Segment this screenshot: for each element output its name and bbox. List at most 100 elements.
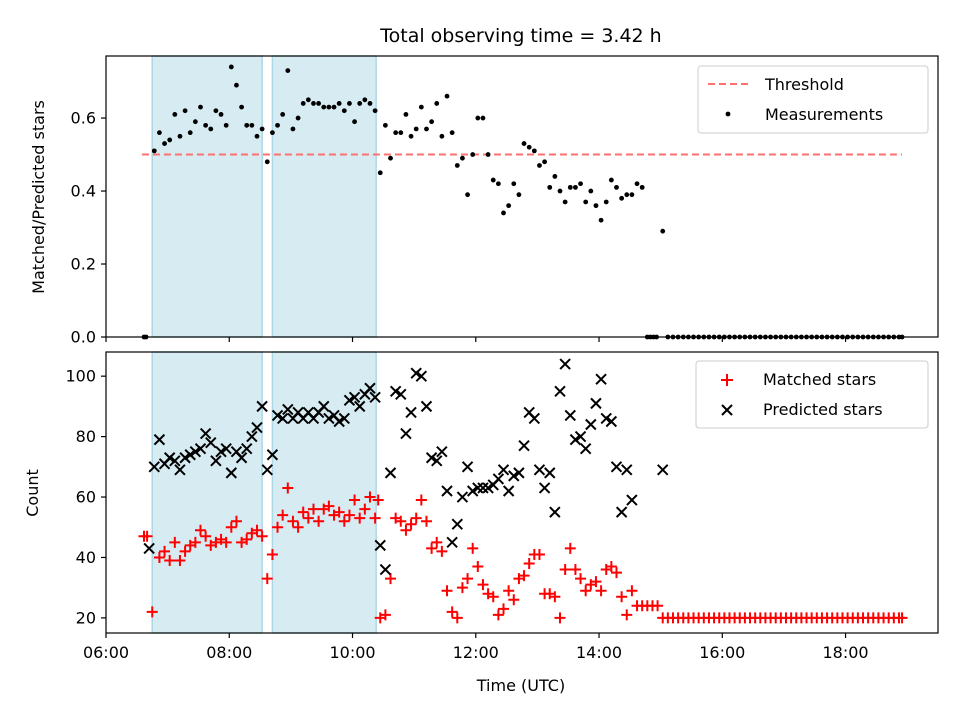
measurement-point xyxy=(377,170,383,176)
matched-stars-point xyxy=(533,548,545,560)
predicted-stars-point xyxy=(389,385,402,397)
predicted-stars-point xyxy=(533,464,546,476)
predicted-stars-point xyxy=(323,412,335,425)
measurement-point xyxy=(259,126,265,132)
matched-stars-point xyxy=(420,515,432,527)
measurement-point xyxy=(547,184,553,190)
predicted-stars-point xyxy=(502,485,515,497)
predicted-stars-point xyxy=(544,467,556,479)
measurement-point xyxy=(182,108,188,114)
top-y-tick-label: 0.4 xyxy=(71,182,96,201)
measurement-point xyxy=(454,163,460,168)
measurement-point xyxy=(511,181,517,187)
matched-stars-point xyxy=(410,512,422,524)
predicted-stars-point xyxy=(431,455,443,467)
top-y-tick-label: 0.0 xyxy=(71,328,96,347)
matched-stars-point xyxy=(292,521,304,533)
legend-matched-label: Matched stars xyxy=(763,370,876,389)
measurement-point xyxy=(583,199,589,205)
x-tick-label: 18:00 xyxy=(823,643,869,662)
measurement-point xyxy=(311,101,316,106)
matched-stars-point xyxy=(487,591,499,603)
measurements-legend-marker xyxy=(725,111,731,117)
matched-stars-point xyxy=(256,530,268,542)
matched-stars-point xyxy=(372,494,384,506)
predicted-stars-point xyxy=(595,373,607,385)
measurement-point xyxy=(475,115,481,121)
measurement-point xyxy=(465,192,470,198)
measurement-point xyxy=(326,104,332,110)
matched-stars-point xyxy=(349,494,361,506)
measurement-point xyxy=(275,122,280,128)
measurement-point xyxy=(573,184,578,190)
matched-stars-point xyxy=(472,561,484,573)
matched-stars-point xyxy=(564,542,576,554)
matched-stars-point xyxy=(333,506,345,518)
matched-stars-point xyxy=(549,591,561,603)
bottom-shaded-interval xyxy=(151,351,263,634)
measurement-point xyxy=(439,133,445,139)
measurement-point xyxy=(629,192,635,198)
measurement-point xyxy=(223,122,229,128)
matched-stars-point xyxy=(431,536,443,548)
predicted-stars-point xyxy=(369,391,381,404)
predicted-stars-point xyxy=(153,433,166,446)
matched-stars-point xyxy=(241,533,253,545)
predicted-stars-point xyxy=(585,418,597,431)
predicted-stars-point xyxy=(374,539,386,552)
measurement-point xyxy=(285,68,291,73)
measurement-point xyxy=(603,199,609,205)
measurement-point xyxy=(244,122,250,128)
measurement-point xyxy=(157,130,162,136)
measurement-point xyxy=(352,119,357,125)
measurement-point xyxy=(347,101,352,106)
measurement-point xyxy=(213,108,219,114)
matched-stars-point xyxy=(652,600,664,612)
measurement-point xyxy=(634,181,640,187)
measurement-point xyxy=(228,64,234,70)
matched-stars-point xyxy=(385,573,397,585)
x-tick-label: 16:00 xyxy=(699,643,745,662)
predicted-stars-point xyxy=(343,394,356,407)
predicted-stars-point xyxy=(508,470,520,482)
measurement-point xyxy=(270,130,275,136)
measurement-point xyxy=(460,155,465,161)
top-shaded-interval xyxy=(271,55,377,338)
matched-stars-point xyxy=(451,612,463,624)
matched-stars-point xyxy=(605,561,617,573)
bottom-y-tick-label: 20 xyxy=(76,608,96,627)
matched-stars-point xyxy=(364,491,376,503)
measurement-point xyxy=(331,104,337,110)
predicted-stars-point xyxy=(379,563,392,576)
predicted-stars-point xyxy=(256,400,268,413)
matched-stars-point xyxy=(282,482,294,494)
bottom-legend-box xyxy=(695,360,929,429)
predicted-stars-point xyxy=(477,482,489,494)
matched-stars-point xyxy=(456,582,468,594)
matched-stars-point xyxy=(492,609,504,621)
x-tick-label: 14:00 xyxy=(576,643,622,662)
predicted-stars-point xyxy=(261,464,273,476)
matched-stars-point xyxy=(200,530,212,542)
measurement-point xyxy=(203,122,209,128)
matched-stars-point xyxy=(179,545,191,557)
matched-stars-point xyxy=(277,509,289,521)
predicted-stars-point xyxy=(415,370,428,382)
measurement-point xyxy=(660,228,666,234)
predicted-stars-point xyxy=(626,494,638,506)
measurement-point xyxy=(608,177,614,183)
measurement-point xyxy=(264,159,270,165)
matched-stars-point xyxy=(169,536,181,548)
measurement-point xyxy=(444,93,450,99)
predicted-stars-point xyxy=(451,518,463,530)
measurement-point xyxy=(341,108,347,114)
top-y-axis-label: Matched/Predicted stars xyxy=(29,100,48,294)
matched-stars-point xyxy=(446,606,458,618)
matched-stars-point xyxy=(194,524,206,536)
matched-stars-point xyxy=(323,500,335,512)
predicted-stars-point xyxy=(554,385,566,397)
measurement-point xyxy=(506,203,512,209)
predicted-stars-point xyxy=(482,482,494,494)
predicted-stars-point xyxy=(199,427,212,440)
measurement-point xyxy=(372,108,378,114)
